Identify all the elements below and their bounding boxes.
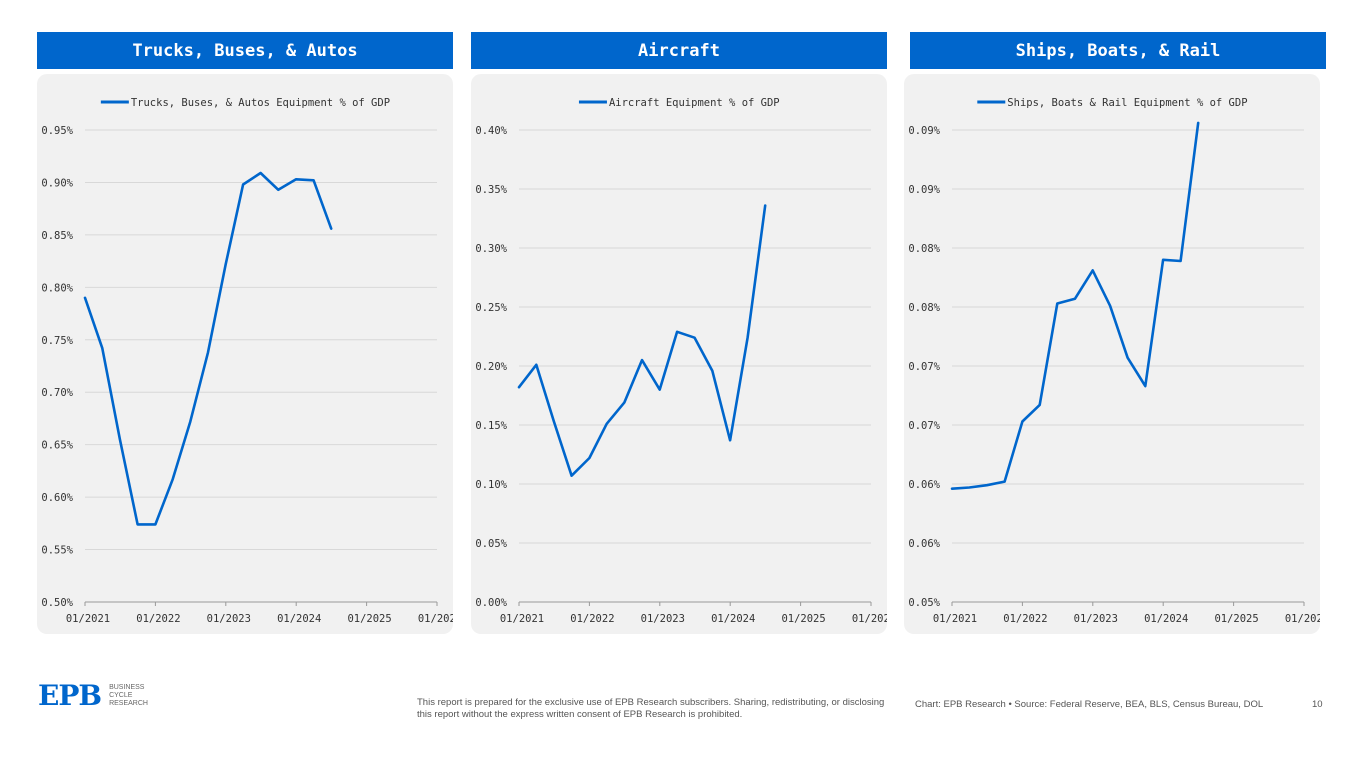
x-tick-label: 01/2023 <box>207 613 251 625</box>
series-line <box>950 121 1200 491</box>
chart-ships-card: 0.05% 0.06% 0.06% 0.07% 0.07% 0.08% 0.08% 0.09%… <box>904 74 1320 634</box>
panel-header-trucks: Trucks, Buses, & Autos <box>37 32 453 69</box>
y-tick-label: 0.60% <box>41 492 73 504</box>
y-tick-label: 0.08% <box>908 302 940 314</box>
chart-trucks-card: 0.50% 0.55% 0.60% 0.65% 0.70% 0.75% 0.80% 0.85%… <box>37 74 453 634</box>
y-tick-label: 0.75% <box>41 335 73 347</box>
x-tick-label: 01/2022 <box>1003 613 1047 625</box>
y-tick-label: 0.20% <box>475 361 507 373</box>
epb-logo: EPB Business Cycle Research <box>38 682 148 710</box>
y-tick-label: 0.70% <box>41 387 73 399</box>
y-tick-label: 0.35% <box>475 184 507 196</box>
x-tick-label: 01/2021 <box>66 613 110 625</box>
chart-aircraft-svg: 0.00% 0.05% 0.10% 0.15% 0.20% 0.25% 0.30% 0.35%… <box>475 97 887 625</box>
y-tick-label: 0.10% <box>475 479 507 491</box>
epb-logo-sub-line: Research <box>109 700 148 707</box>
x-tick-label: 01/2021 <box>500 613 544 625</box>
x-tick-label: 01/2024 <box>711 613 755 625</box>
y-tick-label: 0.05% <box>908 597 940 609</box>
y-tick-label: 0.25% <box>475 302 507 314</box>
source-text: Chart: EPB Research • Source: Federal Re… <box>915 699 1264 710</box>
epb-logo-subtitle: Business Cycle Research <box>109 684 148 708</box>
x-tick-label: 01/2026 <box>1285 613 1320 625</box>
y-tick-label: 0.55% <box>41 545 73 557</box>
panel-header-ships: Ships, Boats, & Rail <box>910 32 1326 69</box>
x-tick-label: 01/2024 <box>1144 613 1188 625</box>
y-tick-label: 0.80% <box>41 282 73 294</box>
y-tick-label: 0.65% <box>41 440 73 452</box>
y-tick-label: 0.85% <box>41 230 73 242</box>
x-tick-label: 01/2023 <box>641 613 685 625</box>
epb-logo-mark: EPB <box>38 679 102 712</box>
x-tick-label: 01/2025 <box>781 613 825 625</box>
legend-label: Ships, Boats & Rail Equipment % of GDP <box>1007 97 1247 109</box>
series-line <box>83 171 333 526</box>
y-tick-label: 0.00% <box>475 597 507 609</box>
legend-label: Aircraft Equipment % of GDP <box>609 97 780 109</box>
panel-header-aircraft: Aircraft <box>471 32 887 69</box>
y-tick-label: 0.06% <box>908 538 940 550</box>
x-tick-label: 01/2025 <box>1214 613 1258 625</box>
y-tick-label: 0.08% <box>908 243 940 255</box>
disclaimer-text: This report is prepared for the exclusiv… <box>417 697 885 720</box>
x-tick-label: 01/2026 <box>418 613 453 625</box>
y-tick-label: 0.07% <box>908 420 940 432</box>
x-tick-label: 01/2025 <box>347 613 391 625</box>
y-tick-label: 0.40% <box>475 125 507 137</box>
y-tick-label: 0.05% <box>475 538 507 550</box>
x-tick-label: 01/2022 <box>570 613 614 625</box>
x-tick-label: 01/2024 <box>277 613 321 625</box>
y-tick-label: 0.07% <box>908 361 940 373</box>
chart-ships-svg: 0.05% 0.06% 0.06% 0.07% 0.07% 0.08% 0.08% 0.09%… <box>908 97 1320 625</box>
series-line <box>517 204 767 478</box>
epb-logo-sub-line: Cycle <box>109 692 133 699</box>
x-tick-label: 01/2021 <box>933 613 977 625</box>
page-number: 10 <box>1312 699 1323 710</box>
y-tick-label: 0.15% <box>475 420 507 432</box>
y-tick-label: 0.95% <box>41 125 73 137</box>
chart-trucks-svg: 0.50% 0.55% 0.60% 0.65% 0.70% 0.75% 0.80% 0.85%… <box>41 97 453 625</box>
y-tick-label: 0.30% <box>475 243 507 255</box>
x-tick-label: 01/2023 <box>1074 613 1118 625</box>
y-tick-label: 0.06% <box>908 479 940 491</box>
legend-label: Trucks, Buses, & Autos Equipment % of GD… <box>131 97 390 109</box>
x-tick-label: 01/2022 <box>136 613 180 625</box>
y-tick-label: 0.09% <box>908 125 940 137</box>
y-tick-label: 0.50% <box>41 597 73 609</box>
epb-logo-sub-line: Business <box>109 684 145 691</box>
chart-aircraft-card: 0.00% 0.05% 0.10% 0.15% 0.20% 0.25% 0.30% 0.35%… <box>471 74 887 634</box>
y-tick-label: 0.90% <box>41 177 73 189</box>
x-tick-label: 01/2026 <box>852 613 887 625</box>
y-tick-label: 0.09% <box>908 184 940 196</box>
